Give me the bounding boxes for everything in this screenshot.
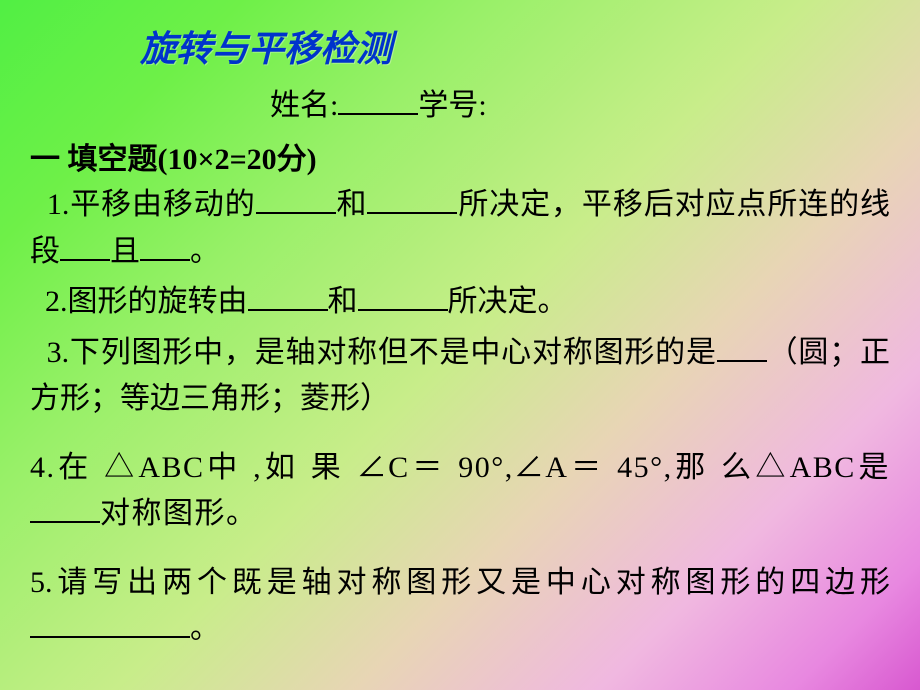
q1-blank-1 (256, 187, 336, 214)
name-label: 姓名: (270, 89, 338, 122)
q4-blank-1 (30, 496, 100, 523)
name-blank (338, 88, 418, 115)
subtitle-row: 姓名: 学号: (0, 80, 920, 124)
q4-t2: 对称图形。 (100, 497, 258, 530)
question-1: 1.平移由移动的和所决定，平移后对应点所连的线段且。 (0, 182, 920, 275)
section-points: (10×2=20分) (158, 143, 317, 176)
q3-t1: 3.下列图形中，是轴对称但不是中心对称图形的是 (47, 336, 717, 369)
question-2: 2.图形的旋转由 和 所决定。 (0, 279, 920, 326)
section-header: 一 填空题(10×2=20分) (0, 134, 920, 178)
q1-blank-4 (140, 234, 190, 261)
q1-t1: 1.平移由移动的 (47, 188, 256, 221)
q3-blank-1 (717, 335, 767, 362)
q1-t4: 且 (110, 235, 140, 268)
section-label: 填空题 (68, 143, 158, 176)
q2-blank-2 (358, 284, 448, 311)
id-label: 学号: (418, 89, 486, 122)
question-5: 5.请写出两个既是轴对称图形又是中心对称图形的四边形。 (0, 560, 920, 653)
q2-t1: 2.图形的旋转由 (45, 285, 248, 318)
q2-t2: 和 (328, 285, 358, 318)
q4-t1: 4.在 △ABC中 ,如 果 ∠C＝ 90°,∠A＝ 45°,那 么△ABC是 (30, 451, 890, 484)
q5-t1: 5.请写出两个既是轴对称图形又是中心对称图形的四边形 (30, 566, 890, 599)
q5-blank-1 (30, 611, 190, 638)
section-prefix: 一 (30, 143, 60, 176)
q1-t5: 。 (190, 235, 220, 268)
q5-t2: 。 (190, 612, 220, 645)
question-4: 4.在 △ABC中 ,如 果 ∠C＝ 90°,∠A＝ 45°,那 么△ABC是对… (0, 445, 920, 538)
q1-blank-3 (60, 234, 110, 261)
q1-blank-2 (367, 187, 457, 214)
page-title: 旋转与平移检测 (0, 0, 920, 72)
q1-t2: 和 (336, 188, 368, 221)
q2-t3: 所决定。 (448, 285, 568, 318)
q2-blank-1 (248, 284, 328, 311)
question-3: 3.下列图形中，是轴对称但不是中心对称图形的是（圆；正方形；等边三角形；菱形） (0, 330, 920, 423)
